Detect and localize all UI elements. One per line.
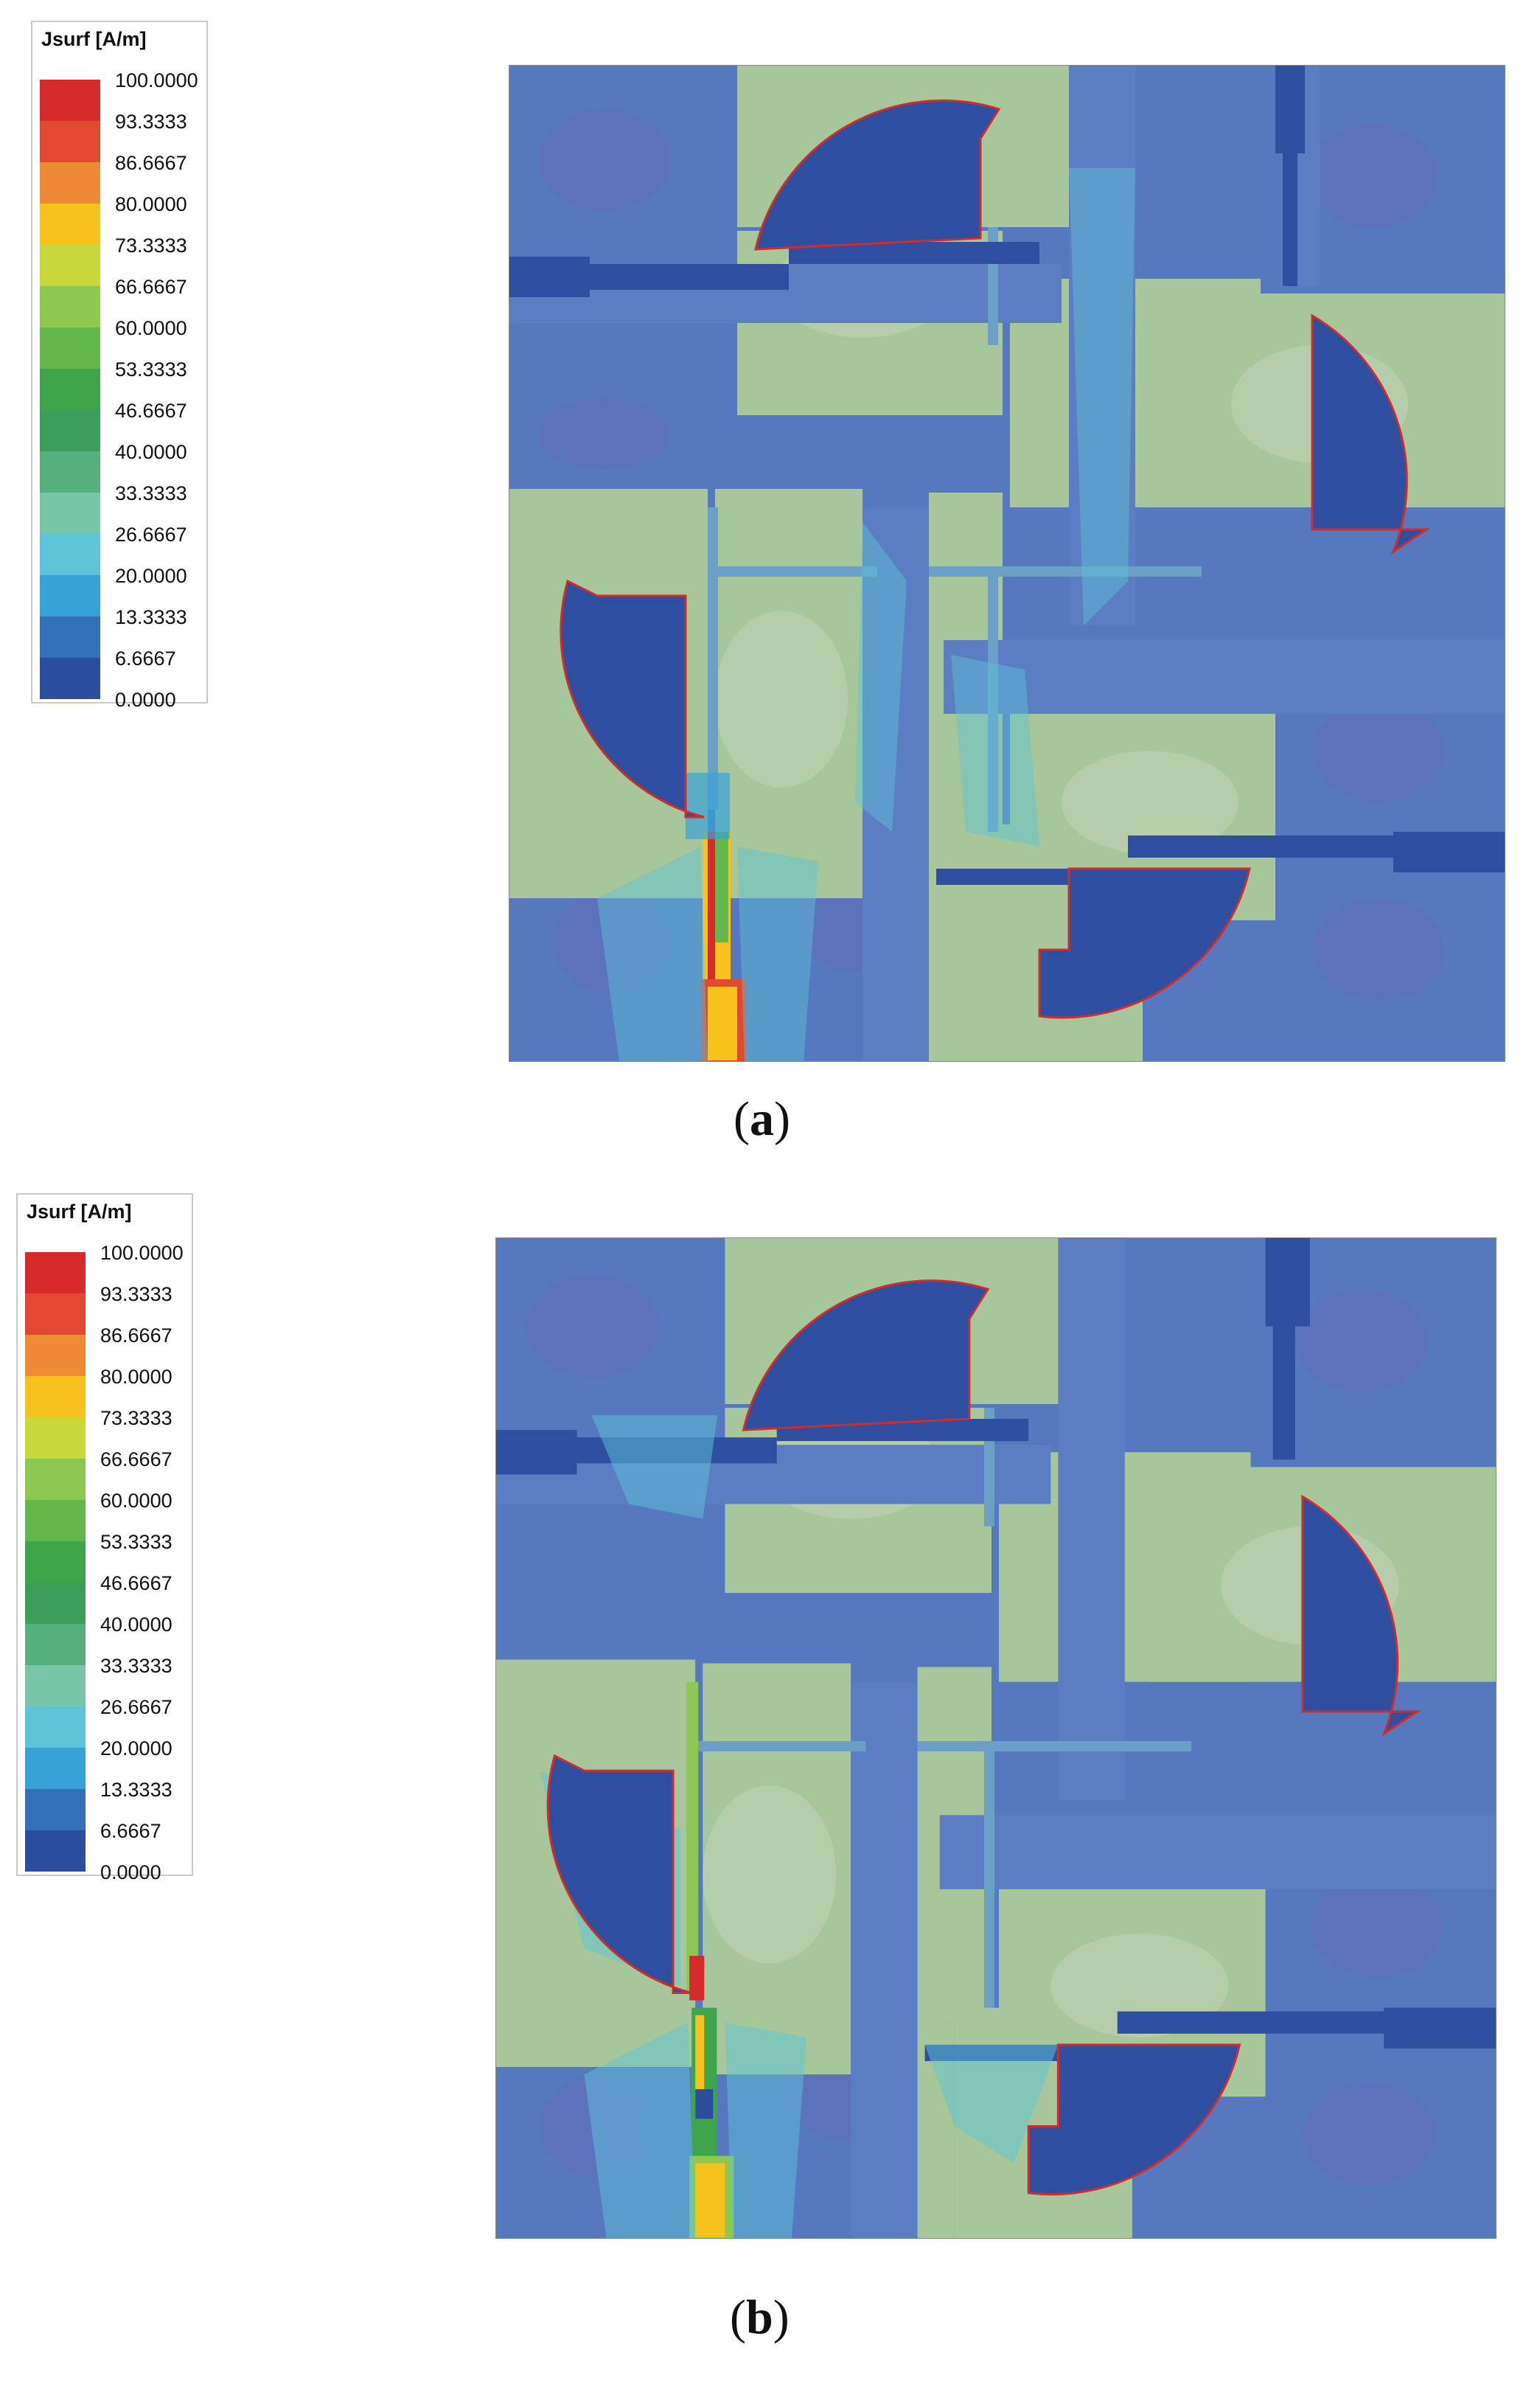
color-swatch <box>40 616 100 658</box>
color-swatch <box>40 245 100 286</box>
current-distribution-plot-a <box>509 65 1505 1062</box>
color-swatch <box>25 1252 86 1293</box>
legend-label: 0.0000 <box>100 1861 161 1883</box>
legend-label: 80.0000 <box>100 1366 173 1388</box>
feed-stubs <box>509 65 1505 885</box>
legend-label: 20.0000 <box>115 565 187 587</box>
thin-lines <box>695 1408 1192 2008</box>
legend-a: Jsurf [A/m] 100.0000 93.3333 86.6667 80.… <box>31 21 208 710</box>
color-swatch <box>25 1541 86 1583</box>
color-swatch <box>25 1706 86 1748</box>
color-swatch <box>40 451 100 493</box>
legend-label: 86.6667 <box>100 1324 173 1347</box>
legend-label: 93.3333 <box>115 111 187 133</box>
legend-label: 6.6667 <box>115 647 176 670</box>
color-swatch <box>40 575 100 616</box>
color-swatch <box>25 1624 86 1665</box>
color-swatch <box>40 204 100 245</box>
color-scale-bar <box>40 80 100 699</box>
legend-label: 100.0000 <box>115 69 198 91</box>
legend-label: 53.3333 <box>100 1531 173 1553</box>
caption-b: (b) <box>730 2290 790 2344</box>
caption-a: (a) <box>734 1092 790 1146</box>
radial-stub-patches <box>546 1279 1421 2196</box>
color-swatch <box>40 410 100 451</box>
color-swatch <box>40 162 100 204</box>
color-swatch <box>40 286 100 327</box>
legend-label: 46.6667 <box>115 400 187 422</box>
legend-title: Jsurf [A/m] <box>27 1201 132 1223</box>
legend-label: 80.0000 <box>115 193 187 215</box>
caption-letter: a <box>749 1092 774 1146</box>
legend-label: 60.0000 <box>115 317 187 339</box>
legend-label: 26.6667 <box>100 1696 173 1718</box>
hot-feed-line <box>686 773 746 1062</box>
legend-label: 73.3333 <box>115 235 187 257</box>
color-swatch <box>40 327 100 369</box>
legend-label: 6.6667 <box>100 1820 161 1842</box>
color-swatch <box>40 121 100 162</box>
legend-label: 53.3333 <box>115 358 187 381</box>
color-swatch <box>25 1417 86 1459</box>
color-swatch <box>25 1293 86 1335</box>
green-pads <box>509 65 1505 1062</box>
caption-letter: b <box>745 2290 773 2344</box>
legend-label: 13.3333 <box>115 606 187 628</box>
current-distribution-plot-b <box>495 1237 1497 2239</box>
legend-label: 100.0000 <box>100 1242 184 1264</box>
color-swatch <box>25 1376 86 1417</box>
color-swatch <box>25 1748 86 1789</box>
legend-label: 46.6667 <box>100 1572 173 1594</box>
color-swatch <box>40 534 100 575</box>
layout-svg-b <box>495 1237 1497 2239</box>
color-swatch <box>40 80 100 121</box>
legend-label: 66.6667 <box>100 1448 173 1470</box>
radial-stub-patches <box>560 99 1430 1019</box>
legend-label: 40.0000 <box>100 1613 173 1636</box>
legend-label: 66.6667 <box>115 276 187 298</box>
legend-label: 73.3333 <box>100 1407 173 1429</box>
legend-label: 86.6667 <box>115 152 187 174</box>
layout-svg-a <box>509 65 1505 1062</box>
color-swatch <box>25 1665 86 1706</box>
legend-label: 0.0000 <box>115 689 176 711</box>
legend-b: Jsurf [A/m] 100.0000 93.3333 86.6667 80.… <box>16 1193 193 1883</box>
legend-label: 20.0000 <box>100 1737 173 1760</box>
color-swatch <box>25 1583 86 1624</box>
color-swatch <box>25 1500 86 1541</box>
blue-strips <box>509 65 1505 1062</box>
color-swatch <box>40 369 100 410</box>
legend-label: 33.3333 <box>115 482 187 504</box>
color-swatch <box>25 1335 86 1376</box>
color-swatch <box>25 1830 86 1872</box>
legend-title: Jsurf [A/m] <box>41 28 147 50</box>
legend-label: 13.3333 <box>100 1779 173 1801</box>
legend-label: 26.6667 <box>115 524 187 546</box>
legend-label: 60.0000 <box>100 1490 173 1512</box>
legend-label: 33.3333 <box>100 1655 173 1677</box>
color-swatch <box>25 1459 86 1500</box>
legend-label: 40.0000 <box>115 441 187 463</box>
field-blotches <box>597 168 1135 1062</box>
color-swatch <box>40 493 100 534</box>
color-swatch <box>40 658 100 699</box>
hot-feed-line <box>686 1681 734 2239</box>
color-scale-bar <box>25 1252 86 1872</box>
color-swatch <box>25 1789 86 1830</box>
legend-label: 93.3333 <box>100 1283 173 1305</box>
